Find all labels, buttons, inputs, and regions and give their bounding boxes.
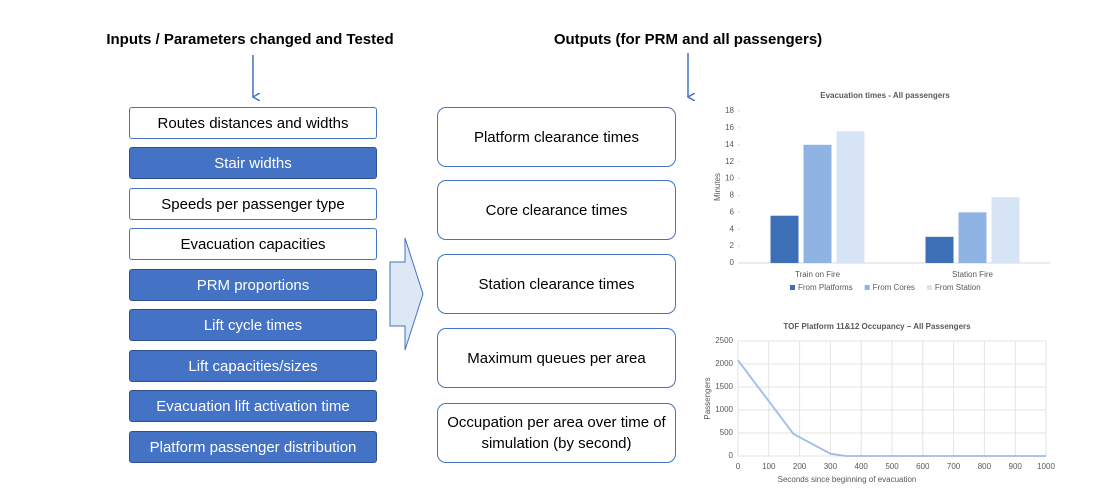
legend-swatch (790, 285, 795, 290)
big-arrow (389, 237, 424, 351)
output-box: Core clearance times (437, 180, 676, 240)
y-tick-label: 2500 (715, 336, 733, 345)
x-tick-label: 0 (736, 462, 741, 471)
x-axis-label: Seconds since beginning of evacuation (778, 475, 917, 484)
x-tick-label: 100 (762, 462, 776, 471)
x-tick-label: 600 (916, 462, 930, 471)
legend-label: From Station (935, 283, 981, 292)
y-tick-label: 2000 (715, 359, 733, 368)
y-tick-label: 500 (720, 428, 734, 437)
y-tick-label: 16 (725, 123, 734, 132)
y-tick-label: 12 (725, 157, 734, 166)
output-box: Station clearance times (437, 254, 676, 314)
y-tick-label: 0 (730, 258, 735, 267)
bar (836, 131, 865, 263)
input-box: Stair widths (129, 147, 377, 179)
input-box: Platform passenger distribution (129, 431, 377, 463)
output-box: Platform clearance times (437, 107, 676, 167)
y-tick-label: 0 (729, 451, 734, 460)
chart-title: TOF Platform 11&12 Occupancy – All Passe… (783, 322, 971, 331)
input-box: Lift cycle times (129, 309, 377, 341)
bar (770, 215, 799, 263)
bar (925, 236, 954, 263)
y-tick-label: 1500 (715, 382, 733, 391)
charts: Evacuation times - All passengers Minutes… (703, 91, 1055, 484)
x-tick-label: 400 (855, 462, 869, 471)
x-tick-label: Train on Fire (795, 270, 841, 279)
y-tick-label: 18 (725, 106, 734, 115)
y-tick-label: 14 (725, 140, 734, 149)
x-tick-label: 300 (824, 462, 838, 471)
legend-label: From Cores (873, 283, 915, 292)
y-tick-label: 2 (730, 241, 735, 250)
x-tick-label: 200 (793, 462, 807, 471)
output-box: Maximum queues per area (437, 328, 676, 388)
line (737, 359, 1046, 457)
x-tick-label: 700 (947, 462, 961, 471)
x-tick-label: 900 (1009, 462, 1023, 471)
input-box: PRM proportions (129, 269, 377, 301)
x-tick-label: 1000 (1037, 462, 1055, 471)
input-box: Lift capacities/sizes (129, 350, 377, 382)
y-axis-label: Minutes (713, 173, 722, 201)
input-box: Routes distances and widths (129, 107, 377, 139)
y-tick-label: 8 (730, 191, 735, 200)
chart-title: Evacuation times - All passengers (820, 91, 950, 100)
x-tick-label: Station Fire (952, 270, 993, 279)
legend-label: From Platforms (798, 283, 853, 292)
bar (991, 197, 1020, 263)
input-box: Evacuation capacities (129, 228, 377, 260)
input-box: Speeds per passenger type (129, 188, 377, 220)
y-tick-label: 1000 (715, 405, 733, 414)
y-axis-label: Passengers (703, 377, 712, 419)
bar (958, 212, 987, 263)
legend-swatch (864, 285, 870, 290)
output-box: Occupation per area over time of simulat… (437, 403, 676, 463)
legend-swatch (926, 285, 932, 290)
inputs-title: Inputs / Parameters changed and Tested (106, 31, 394, 48)
x-tick-label: 500 (885, 462, 899, 471)
y-tick-label: 10 (725, 174, 734, 183)
y-tick-label: 4 (730, 224, 735, 233)
y-tick-label: 6 (730, 207, 735, 216)
x-tick-label: 800 (978, 462, 992, 471)
input-box: Evacuation lift activation time (129, 390, 377, 422)
bar (803, 144, 832, 263)
outputs-title: Outputs (for PRM and all passengers) (553, 31, 823, 48)
